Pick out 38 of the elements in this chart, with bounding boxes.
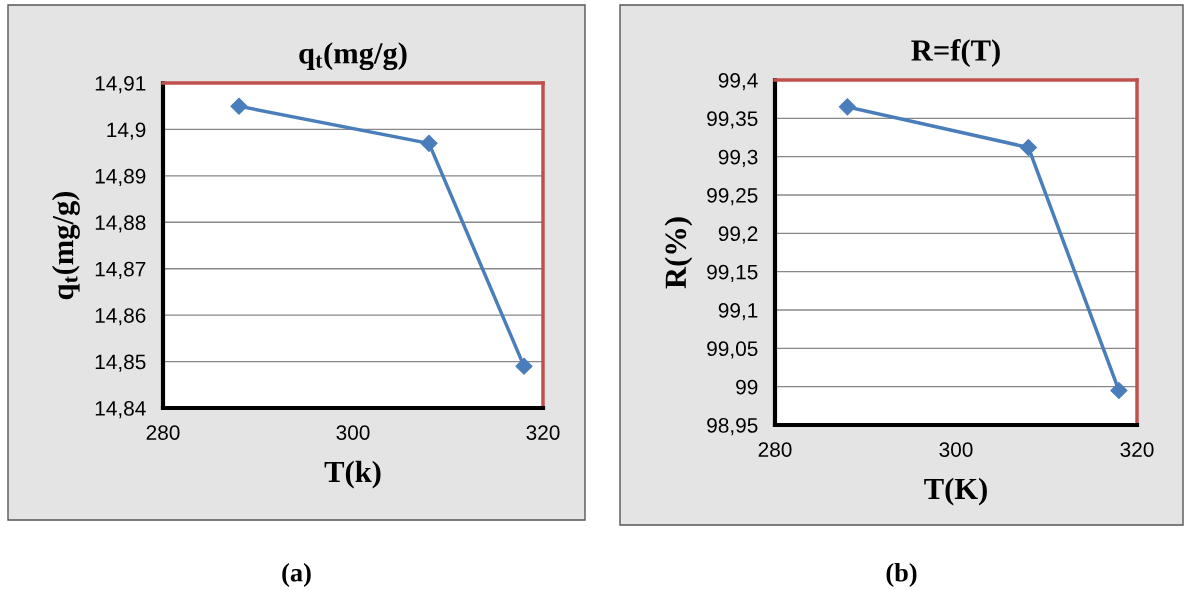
x-tick-label: 300 (939, 442, 973, 457)
y-tick-label: 99,05 (707, 341, 758, 359)
y-tick-label: 98,95 (707, 418, 758, 436)
x-axis-title: T(k) (324, 460, 381, 489)
x-tick-label: 280 (146, 425, 180, 440)
y-tick-label: 14,91 (95, 76, 146, 94)
x-tick-label: 300 (336, 425, 370, 440)
chart-title: q$_{t}$(mg/g) (299, 42, 407, 71)
y-tick-label: 99,3 (718, 149, 758, 167)
y-tick-label: 14,86 (95, 308, 146, 326)
y-tick-label: 99,4 (718, 73, 758, 91)
y-tick-label: 99 (736, 379, 758, 395)
y-tick-label: 14,87 (95, 261, 146, 279)
y-tick-label: 14,84 (95, 401, 146, 419)
y-tick-label: 99,25 (707, 188, 758, 206)
x-tick-label: 280 (758, 442, 792, 457)
y-tick-label: 14,88 (95, 215, 146, 233)
y-axis-title: q$_{t}$(mg/g) (51, 191, 80, 300)
y-tick-label: 99,15 (707, 264, 758, 282)
text: (b) (886, 563, 917, 587)
point (420, 134, 438, 152)
y-tick-label: 99,1 (718, 303, 758, 321)
y-tick-label: 14,9 (107, 122, 146, 140)
x-tick-label: 320 (1120, 442, 1154, 457)
y-tick-label: 14,85 (95, 354, 146, 372)
x-tick-label: 320 (526, 425, 560, 440)
point (230, 97, 248, 115)
point (515, 357, 533, 375)
chart-title: R=f(T) (911, 39, 1000, 68)
point (1019, 138, 1037, 157)
text: (a) (282, 563, 311, 587)
y-tick-label: 99,2 (718, 226, 758, 244)
y-tick-label: 14,89 (95, 168, 146, 187)
x-axis-title: T(K) (924, 477, 987, 506)
y-axis-title: R(%) (664, 217, 693, 289)
y-tick-label: 99,35 (707, 111, 758, 129)
point (838, 98, 856, 116)
point (1110, 381, 1128, 400)
